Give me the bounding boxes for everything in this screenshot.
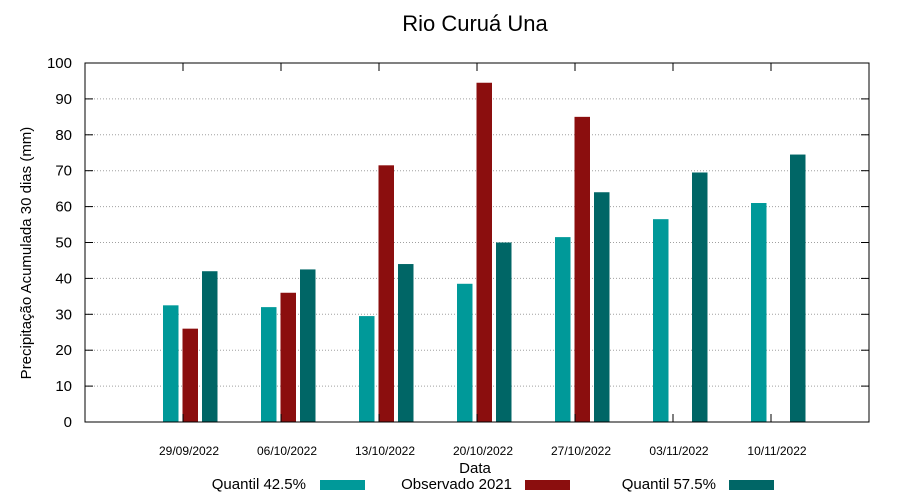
bar-quantil-57-5--4 <box>594 192 610 422</box>
bar-quantil-57-5--6 <box>790 154 806 423</box>
bar-observado-2021-3 <box>476 82 492 423</box>
bar-quantil-42-5--0 <box>163 305 179 422</box>
bar-observado-2021-1 <box>280 292 296 422</box>
legend-label: Quantil 57.5% <box>622 476 716 493</box>
bar-quantil-42-5--1 <box>261 307 277 422</box>
x-tick-label: 03/11/2022 <box>649 444 708 458</box>
legend-swatch <box>525 480 570 490</box>
bar-quantil-42-5--6 <box>751 203 767 422</box>
x-tick-label: 20/10/2022 <box>453 444 513 458</box>
y-tick-label: 0 <box>64 414 72 431</box>
legend-label: Observado 2021 <box>401 476 512 493</box>
bar-quantil-42-5--5 <box>653 219 669 422</box>
bar-quantil-57-5--5 <box>692 172 708 422</box>
y-tick-label: 10 <box>55 378 72 395</box>
bar-quantil-57-5--2 <box>398 264 414 422</box>
bar-observado-2021-0 <box>182 328 198 422</box>
bar-quantil-42-5--4 <box>555 237 571 422</box>
x-tick-label: 27/10/2022 <box>551 444 611 458</box>
tick-labels: 0 10 20 30 40 50 60 70 80 90 100 29/09/2022 06/10/20… <box>47 55 869 458</box>
x-tick-label: 29/09/2022 <box>159 444 219 458</box>
bar-quantil-57-5--3 <box>496 242 512 422</box>
x-tick-label: 13/10/2022 <box>355 444 415 458</box>
y-tick-label: 30 <box>55 306 72 323</box>
y-axis-label: Precipitação Acumulada 30 dias (mm) <box>18 127 35 380</box>
legend: Quantil 42.5% Observado 2021 Quantil 57.5% <box>212 476 774 493</box>
bar-quantil-42-5--3 <box>457 283 473 422</box>
y-tick-label: 50 <box>55 235 72 252</box>
y-tick-label: 40 <box>55 270 72 287</box>
y-tick-label: 20 <box>55 342 72 359</box>
legend-swatch <box>320 480 365 490</box>
x-axis-label: Data <box>459 460 491 477</box>
y-tick-label: 80 <box>55 127 72 144</box>
x-tick-label: 06/10/2022 <box>257 444 317 458</box>
bar-quantil-42-5--2 <box>359 316 375 422</box>
bar-observado-2021-4 <box>574 116 590 422</box>
legend-swatch <box>729 480 774 490</box>
chart-title: Rio Curuá Una <box>402 11 548 36</box>
y-tick-label: 90 <box>55 91 72 108</box>
y-tick-label: 100 <box>47 55 72 72</box>
bar-quantil-57-5--0 <box>202 271 218 422</box>
y-tick-label: 70 <box>55 163 72 180</box>
bar-observado-2021-2 <box>378 165 394 422</box>
x-tick-label: 10/11/2022 <box>747 444 806 458</box>
bars <box>163 82 806 423</box>
y-tick-label: 60 <box>55 199 72 216</box>
legend-label: Quantil 42.5% <box>212 476 306 493</box>
plot-frame <box>84 62 870 423</box>
bar-quantil-57-5--1 <box>300 269 316 422</box>
